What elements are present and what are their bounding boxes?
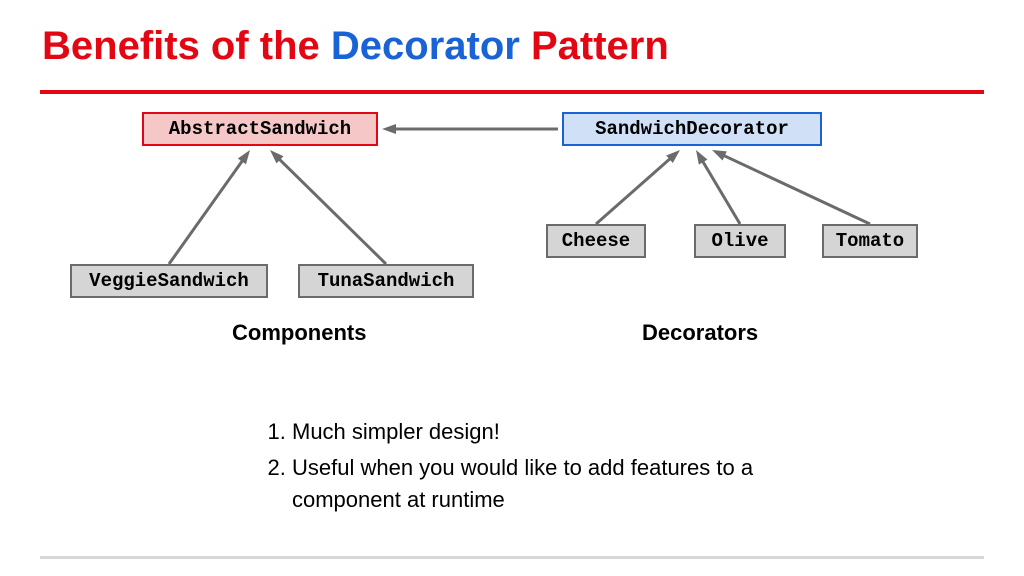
node-sandwich-decorator: SandwichDecorator (562, 112, 822, 146)
footer-rule (40, 556, 984, 559)
section-label-components: Components (232, 320, 366, 346)
node-label: TunaSandwich (318, 270, 455, 292)
node-label: Olive (711, 230, 768, 252)
benefit-item-2: Useful when you would like to add featur… (292, 452, 788, 516)
node-olive: Olive (694, 224, 786, 258)
node-label: AbstractSandwich (169, 118, 351, 140)
node-cheese: Cheese (546, 224, 646, 258)
section-label-decorators: Decorators (642, 320, 758, 346)
slide: Benefits of the Decorator Pattern Abstra… (0, 0, 1024, 576)
node-label: Cheese (562, 230, 630, 252)
node-tomato: Tomato (822, 224, 918, 258)
node-tuna-sandwich: TunaSandwich (298, 264, 474, 298)
node-label: Tomato (836, 230, 904, 252)
benefit-item-1: Much simpler design! (292, 416, 788, 448)
node-label: SandwichDecorator (595, 118, 789, 140)
node-veggie-sandwich: VeggieSandwich (70, 264, 268, 298)
node-label: VeggieSandwich (89, 270, 249, 292)
benefits-list: Much simpler design! Useful when you wou… (268, 416, 788, 520)
node-abstract-sandwich: AbstractSandwich (142, 112, 378, 146)
